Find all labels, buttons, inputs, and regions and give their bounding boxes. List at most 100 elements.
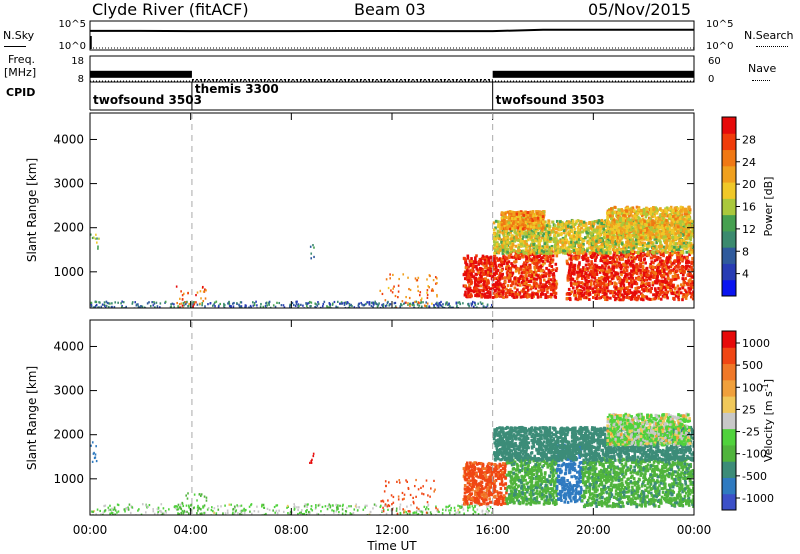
heatmap-cell	[514, 220, 518, 224]
heatmap-cell	[534, 239, 537, 243]
heatmap-cell	[483, 305, 485, 308]
heatmap-cell	[409, 304, 411, 307]
heatmap-cell	[652, 272, 656, 276]
heatmap-cell	[539, 269, 543, 273]
heatmap-cell	[609, 296, 612, 300]
heatmap-cell	[493, 288, 497, 292]
heatmap-cell	[622, 248, 625, 252]
heatmap-cell	[635, 264, 639, 268]
heatmap-cell	[542, 213, 546, 217]
heatmap-cell	[629, 251, 633, 255]
heatmap-cell	[525, 271, 529, 275]
heatmap-cell	[606, 237, 610, 241]
heatmap-cell	[648, 230, 652, 234]
heatmap-cell	[580, 271, 584, 275]
heatmap-cell	[503, 224, 507, 228]
heatmap-cell	[502, 254, 505, 258]
heatmap-cell	[289, 305, 291, 308]
heatmap-cell	[681, 273, 685, 277]
heatmap-cell	[391, 291, 394, 294]
heatmap-cell	[512, 211, 515, 215]
heatmap-cell	[503, 255, 507, 259]
heatmap-cell	[428, 286, 431, 289]
heatmap-cell	[579, 247, 582, 251]
heatmap-cell	[659, 260, 662, 264]
heatmap-cell	[524, 259, 528, 263]
heatmap-cell	[467, 303, 469, 306]
heatmap-cell	[624, 266, 628, 270]
heatmap-cell	[665, 242, 668, 246]
heatmap-cell	[662, 285, 666, 289]
heatmap-cell	[537, 218, 541, 222]
heatmap-cell	[611, 239, 614, 243]
heatmap-cell	[527, 249, 530, 253]
heatmap-cell	[691, 297, 694, 301]
heatmap-cell	[520, 230, 524, 234]
heatmap-cell	[218, 304, 220, 307]
heatmap-cell	[626, 255, 630, 259]
heatmap-cell	[474, 284, 477, 288]
heatmap-cell	[656, 239, 660, 243]
heatmap-cell	[680, 251, 684, 255]
heatmap-cell	[468, 269, 472, 273]
heatmap-cell	[542, 250, 546, 254]
heatmap-cell	[545, 256, 548, 260]
heatmap-cell	[521, 239, 525, 243]
heatmap-cell	[689, 278, 692, 282]
heatmap-cell	[516, 222, 519, 226]
heatmap-cell	[313, 255, 315, 259]
heatmap-cell	[496, 284, 499, 288]
heatmap-cell	[592, 282, 596, 286]
heatmap-cell	[591, 289, 594, 293]
heatmap-cell	[474, 272, 478, 276]
heatmap-cell	[607, 268, 611, 272]
heatmap-cell	[692, 243, 694, 247]
heatmap-cell	[480, 302, 483, 306]
heatmap-cell	[578, 228, 582, 232]
heatmap-cell	[584, 278, 588, 282]
heatmap-cell	[679, 245, 682, 249]
heatmap-cell	[591, 220, 595, 224]
heatmap-cell	[669, 289, 672, 293]
heatmap-cell	[619, 251, 623, 255]
heatmap-cell	[627, 242, 630, 246]
heatmap-cell	[480, 295, 483, 299]
heatmap-cell	[597, 292, 601, 296]
heatmap-cell	[479, 279, 483, 283]
heatmap-cell	[117, 301, 119, 304]
heatmap-cell	[519, 277, 523, 281]
heatmap-cell	[111, 302, 113, 305]
heatmap-cell	[637, 275, 641, 279]
heatmap-cell	[537, 216, 540, 220]
heatmap-cell	[580, 249, 584, 253]
heatmap-cell	[202, 285, 204, 289]
heatmap-cell	[593, 220, 597, 224]
heatmap-cell	[645, 282, 649, 286]
heatmap-cell	[573, 289, 577, 293]
heatmap-cell	[599, 268, 603, 272]
heatmap-cell	[114, 301, 117, 304]
heatmap-cell	[409, 288, 412, 292]
heatmap-cell	[94, 237, 97, 240]
heatmap-cell	[652, 261, 655, 265]
heatmap-cell	[173, 306, 175, 308]
heatmap-cell	[547, 268, 551, 272]
heatmap-cell	[538, 266, 542, 270]
heatmap-cell	[516, 288, 519, 292]
heatmap-cell	[552, 227, 555, 231]
heatmap-cell	[524, 292, 528, 296]
heatmap-cell	[416, 279, 419, 282]
heatmap-cell	[602, 242, 606, 246]
heatmap-cell	[589, 281, 593, 285]
heatmap-cell	[603, 295, 606, 299]
heatmap-cell	[493, 243, 496, 247]
heatmap-cell	[489, 266, 492, 270]
heatmap-cell	[508, 213, 511, 217]
heatmap-cell	[223, 305, 225, 308]
heatmap-cell	[547, 222, 551, 226]
heatmap-cell	[348, 304, 351, 307]
heatmap-cell	[472, 305, 475, 308]
heatmap-cell	[594, 268, 597, 272]
heatmap-cell	[486, 266, 490, 270]
heatmap-cell	[661, 248, 665, 252]
